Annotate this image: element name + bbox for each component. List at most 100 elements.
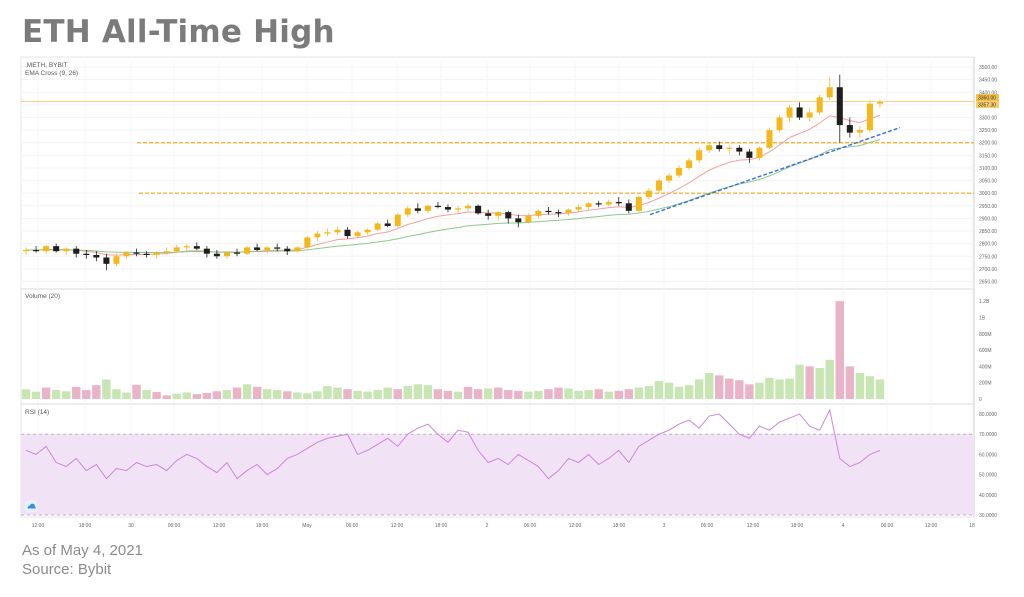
candle-body bbox=[364, 229, 371, 233]
volume-bar bbox=[212, 391, 222, 399]
price-tick-label: 2700.00 bbox=[979, 267, 997, 273]
ema-fast-line bbox=[26, 114, 881, 256]
candlestick-series bbox=[23, 74, 883, 271]
candle-body bbox=[143, 253, 150, 255]
volume-bar bbox=[704, 372, 714, 399]
candle-body bbox=[495, 212, 502, 216]
rsi-band bbox=[21, 433, 974, 516]
volume-bar bbox=[21, 389, 31, 399]
candle-body bbox=[485, 213, 492, 216]
rsi-band-fill bbox=[21, 434, 974, 515]
volume-bar bbox=[262, 389, 272, 399]
rsi-tick-label: 60.0000 bbox=[979, 452, 997, 458]
volume-bar bbox=[755, 382, 764, 399]
rsi-panel-label: RSI (14) bbox=[25, 409, 49, 416]
volume-bar bbox=[363, 391, 372, 399]
price-tick-label: 3400.00 bbox=[979, 90, 997, 96]
candle-body bbox=[254, 247, 261, 250]
price-levels bbox=[21, 101, 974, 194]
candle-body bbox=[475, 205, 482, 214]
candle-body bbox=[304, 237, 311, 248]
price-tick-label: 2800.00 bbox=[979, 242, 997, 248]
candle-body bbox=[394, 214, 401, 226]
volume-bar bbox=[152, 392, 161, 399]
price-tick-label: 3050.00 bbox=[979, 179, 997, 185]
price-tick-label: 3500.00 bbox=[979, 65, 997, 71]
candle-body bbox=[786, 107, 793, 118]
price-tick-label: 2850.00 bbox=[979, 229, 997, 235]
volume-bar bbox=[493, 387, 503, 399]
volume-bar bbox=[353, 390, 362, 399]
volume-bar bbox=[222, 390, 232, 399]
rsi-tick-label: 50.0000 bbox=[979, 473, 997, 479]
candle-body bbox=[123, 252, 130, 257]
source-credit: Source: Bybit bbox=[22, 561, 112, 578]
volume-bar bbox=[403, 385, 413, 399]
candle-body bbox=[555, 212, 562, 214]
candle-body bbox=[264, 247, 271, 250]
volume-bar bbox=[715, 375, 724, 399]
candle-body bbox=[796, 107, 803, 118]
candle-body bbox=[706, 145, 713, 151]
time-tick-label: 06:00 bbox=[524, 523, 537, 529]
candle-body bbox=[545, 210, 552, 213]
grid-lines bbox=[21, 62, 974, 515]
volume-bar bbox=[463, 386, 473, 399]
candle-body bbox=[645, 190, 652, 197]
candle-body bbox=[274, 247, 281, 249]
candle-body bbox=[424, 205, 431, 211]
candle-body bbox=[374, 223, 381, 230]
volume-bar bbox=[594, 389, 603, 399]
candle-body bbox=[223, 252, 230, 257]
volume-bar bbox=[534, 390, 543, 399]
volume-bar bbox=[433, 389, 443, 399]
volume-bar bbox=[323, 385, 332, 399]
time-tick-label: 18:00 bbox=[79, 523, 92, 529]
candle-body bbox=[63, 248, 70, 252]
time-tick-label: 12:00 bbox=[925, 523, 938, 529]
volume-tick-label: 1B bbox=[979, 315, 986, 321]
volume-bar bbox=[423, 385, 433, 399]
candle-body bbox=[625, 203, 632, 211]
candle-body bbox=[294, 247, 301, 252]
volume-bar bbox=[383, 387, 392, 399]
candle-body bbox=[716, 145, 723, 150]
candle-body bbox=[233, 252, 241, 254]
ema-indicator-label: EMA Cross (9, 26) bbox=[25, 70, 78, 77]
volume-tick-label: 0 bbox=[979, 397, 982, 403]
volume-bar bbox=[172, 393, 181, 399]
time-tick-label: 2 bbox=[486, 523, 489, 529]
candle-body bbox=[344, 229, 351, 237]
rsi-line bbox=[25, 408, 881, 480]
price-tag-bg bbox=[976, 94, 999, 102]
volume-bar bbox=[102, 379, 111, 399]
volume-bar bbox=[584, 390, 593, 399]
candle-body bbox=[465, 205, 472, 209]
candle-body bbox=[284, 248, 291, 252]
volume-bar bbox=[564, 388, 573, 399]
volume-bar bbox=[61, 391, 71, 399]
candle-body bbox=[635, 196, 642, 211]
candle-body bbox=[73, 248, 80, 254]
price-tag-label: 3357.30 bbox=[978, 103, 996, 109]
volume-bar bbox=[51, 390, 61, 399]
candle-body bbox=[615, 202, 622, 204]
volume-bar bbox=[192, 394, 202, 399]
price-tag-label: 3360.00 bbox=[978, 96, 996, 102]
volume-bar bbox=[785, 378, 794, 399]
rsi-tick-label: 40.0000 bbox=[979, 493, 997, 499]
candle-body bbox=[334, 229, 341, 233]
volume-bar bbox=[845, 366, 855, 399]
time-tick-label: 18:00 bbox=[256, 523, 269, 529]
candle-body bbox=[736, 147, 743, 152]
candle-body bbox=[525, 215, 532, 223]
volume-bar bbox=[72, 386, 81, 399]
volume-bar bbox=[313, 391, 322, 399]
trend-line bbox=[649, 126, 901, 216]
volume-bar bbox=[272, 390, 282, 399]
candle-body bbox=[585, 203, 592, 208]
rsi-tick-label: 80.0000 bbox=[979, 412, 997, 418]
volume-bar bbox=[283, 391, 292, 399]
volume-bar bbox=[31, 391, 41, 399]
chart-logo-icon[interactable] bbox=[25, 500, 37, 512]
